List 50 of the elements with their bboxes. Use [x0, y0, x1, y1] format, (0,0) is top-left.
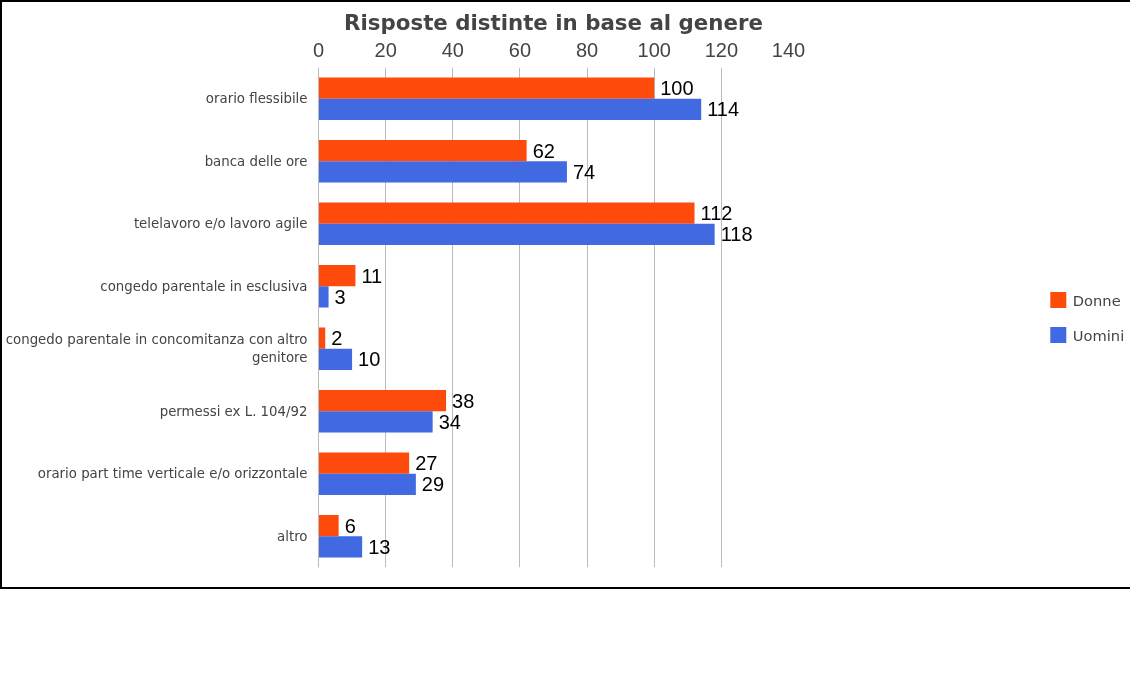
data-label: 10	[358, 348, 381, 371]
y-tick-label: altro	[277, 528, 308, 544]
data-label: 2	[331, 327, 343, 350]
x-tick-label: 0	[312, 38, 325, 61]
bar	[318, 202, 695, 224]
bar	[318, 515, 339, 537]
x-tick-label: 20	[374, 38, 397, 61]
data-label: 100	[660, 77, 694, 100]
bar	[318, 265, 356, 287]
x-tick-label: 40	[441, 38, 464, 61]
y-tick-label: orario flessibile	[205, 91, 308, 107]
data-label: 114	[707, 98, 740, 121]
data-label: 13	[368, 535, 391, 558]
data-label: 11	[361, 264, 383, 287]
x-tick-label: 100	[637, 38, 671, 61]
bar	[318, 411, 433, 433]
x-tick-label: 60	[508, 38, 532, 61]
bar	[318, 161, 567, 183]
data-label: 34	[438, 410, 461, 433]
y-tick-label: banca delle ore	[204, 153, 308, 169]
y-tick-label: congedo parentale in concomitanza con altro genitore	[5, 332, 308, 366]
bar	[318, 348, 353, 370]
bar	[318, 452, 410, 474]
bar	[318, 286, 329, 308]
bar	[318, 536, 363, 558]
bar	[318, 473, 416, 495]
data-label: 38	[452, 389, 475, 412]
data-label: 29	[421, 473, 445, 496]
x-tick-label: 140	[771, 38, 806, 61]
data-label: 27	[415, 452, 438, 475]
data-label: 62	[532, 139, 555, 162]
bar	[318, 77, 655, 99]
legend-label: Uomini	[1072, 326, 1125, 343]
data-label: 112	[700, 202, 733, 225]
data-label: 3	[334, 285, 346, 308]
bar	[318, 390, 447, 412]
bar	[318, 140, 527, 162]
data-label: 6	[344, 514, 356, 537]
x-tick-label: 120	[704, 38, 739, 61]
y-tick-label: permessi ex L. 104/92	[159, 403, 308, 419]
x-tick-label: 80	[575, 38, 599, 61]
bar	[318, 98, 702, 120]
y-tick-label: telelavoro e/o lavoro agile	[133, 216, 308, 232]
y-tick-label: orario part time verticale e/o orizzontale	[37, 466, 308, 482]
bar	[318, 223, 715, 245]
data-label: 118	[720, 223, 753, 246]
legend-label: Donne	[1072, 291, 1121, 308]
data-label: 74	[572, 160, 596, 183]
chart-title: Risposte distinte in base al genere	[344, 9, 763, 35]
y-tick-label: congedo parentale in esclusiva	[100, 278, 308, 294]
